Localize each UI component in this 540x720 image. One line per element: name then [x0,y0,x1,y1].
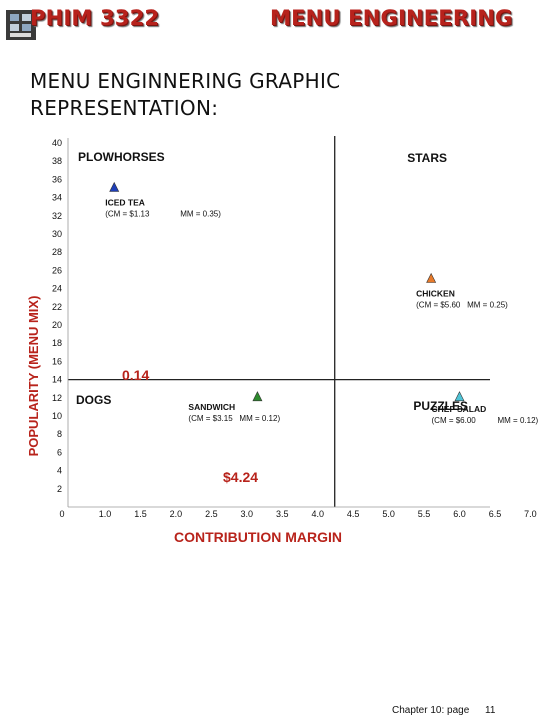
x-tick-label: 5.0 [382,509,395,519]
x-tick-label: 1.5 [134,509,147,519]
x-tick-label: 5.5 [418,509,431,519]
y-tick-label: 38 [52,156,62,166]
course-code: PHIM 3322 [30,6,160,30]
data-point: ICED TEA (CM = $1.13 MM = 0.35) [105,181,221,219]
data-point-name: ICED TEA [105,198,145,208]
data-point-name: CHEF SALAD [432,404,487,414]
y-tick-label: 16 [52,356,62,366]
x-tick-label: 7.0 [524,509,537,519]
y-tick-label: 36 [52,174,62,184]
data-point-marker [454,391,465,402]
x-tick-label: 2.5 [205,509,218,519]
data-point-cm: (CM = $6.00 [432,416,477,425]
x-tick-label: 6.0 [453,509,466,519]
threshold-y-label: 0.14 [122,367,149,383]
x-tick-label: 1.0 [99,509,112,519]
y-tick-label: 28 [52,247,62,257]
quadrant-label: STARS [407,151,447,165]
x-tick-label: 0 [59,509,64,519]
y-tick-label: 10 [52,411,62,421]
y-tick-label: 34 [52,193,62,203]
slide-title: MENU ENGINNERING GRAPHIC REPRESENTATION: [30,69,341,120]
footer-chapter-label: Chapter 10: page [392,705,470,716]
y-tick-label: 32 [52,211,62,221]
x-tick-label: 4.0 [311,509,324,519]
y-tick-label: 30 [52,229,62,239]
data-point-marker [252,391,263,402]
y-tick-label: 26 [52,265,62,275]
y-tick-label: 40 [52,138,62,148]
data-point-cm: (CM = $1.13 [105,210,150,219]
quadrant-label: DOGS [76,393,111,407]
y-tick-label: 24 [52,284,62,294]
threshold-x-label: $4.24 [223,469,258,485]
y-tick-label: 6 [57,447,62,457]
section-title: MENU ENGINEERING [270,6,513,30]
x-axis-label: CONTRIBUTION MARGIN [174,529,342,545]
data-point-marker [109,181,120,192]
x-tick-label: 4.5 [347,509,360,519]
data-point-mm: MM = 0.12) [498,416,539,425]
y-tick-label: 14 [52,375,62,385]
data-point-name: SANDWICH [188,402,235,412]
x-tick-label: 3.5 [276,509,289,519]
y-tick-label: 18 [52,338,62,348]
data-point-mm: MM = 0.25) [467,301,508,310]
y-tick-label: 20 [52,320,62,330]
y-axis-label: POPULARITY (MENU MIX) [26,296,41,457]
y-tick-label: 12 [52,393,62,403]
x-tick-label: 3.0 [241,509,254,519]
data-point-cm: (CM = $3.15 [188,414,233,423]
quadrant-label: PLOWHORSES [78,150,165,164]
y-tick-label: 8 [57,429,62,439]
data-point-mm: MM = 0.12) [239,414,280,423]
data-point: CHEF SALAD (CM = $6.00 MM = 0.12) [432,391,539,425]
data-point-name: CHICKEN [416,289,455,299]
data-point-cm: (CM = $5.60 [416,301,461,310]
data-point: CHICKEN (CM = $5.60 MM = 0.25) [416,272,508,310]
x-tick-label: 2.0 [170,509,183,519]
course-logo-icon [6,10,36,40]
data-point-marker [426,272,437,283]
data-point-mm: MM = 0.35) [180,210,221,219]
quadrant-label: PUZZLES [413,399,468,413]
y-tick-label: 2 [57,484,62,494]
y-tick-label: 22 [52,302,62,312]
x-tick-label: 6.5 [489,509,502,519]
y-tick-label: 4 [57,466,62,476]
data-point: SANDWICH (CM = $3.15 MM = 0.12) [188,391,280,423]
footer-page-number: 11 [485,705,496,716]
